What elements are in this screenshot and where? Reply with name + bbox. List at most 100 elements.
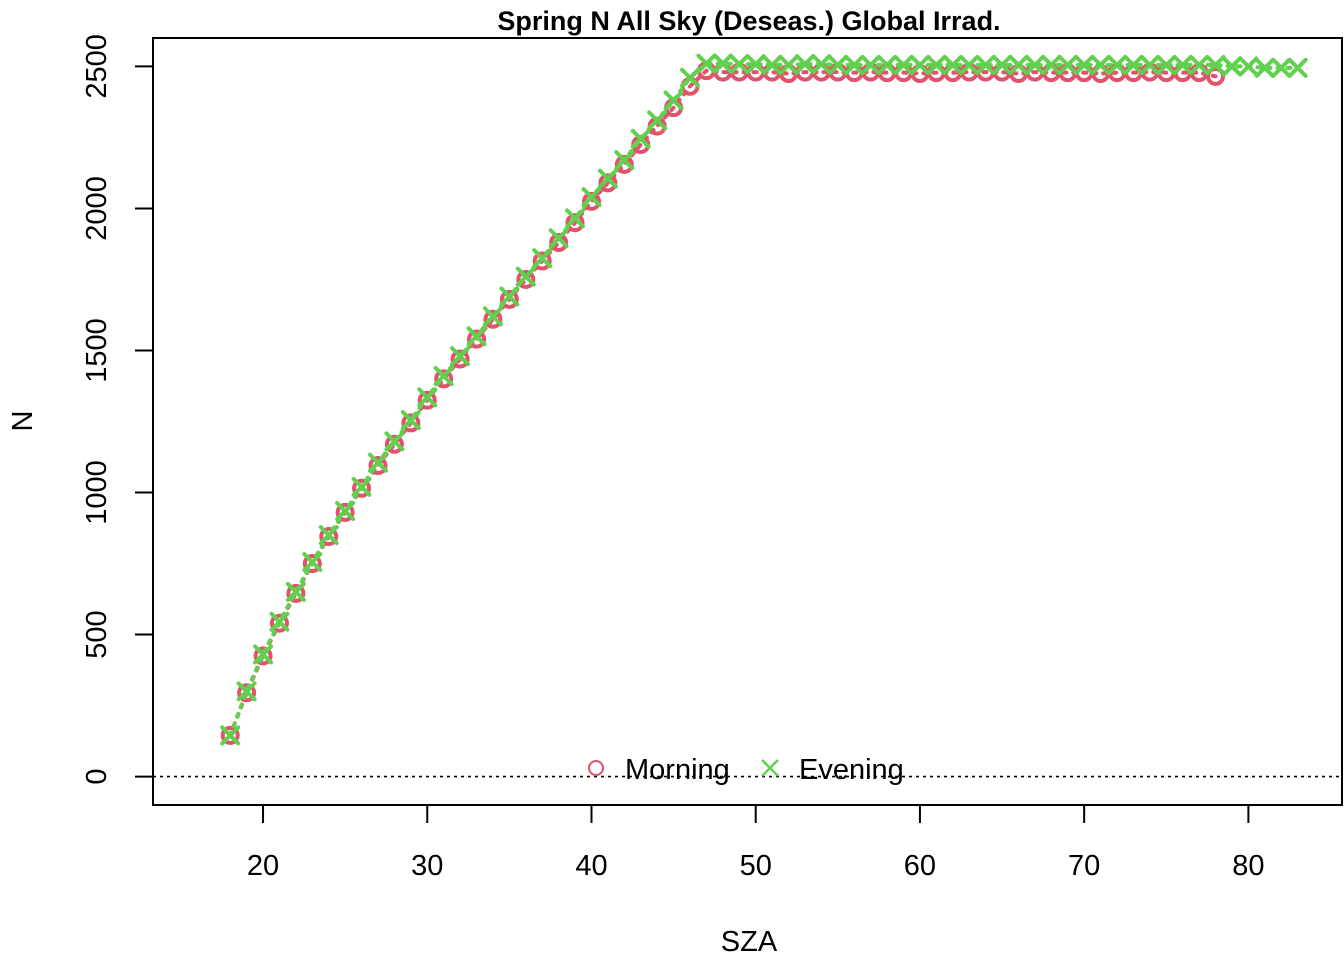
data-point — [1024, 54, 1045, 75]
legend-label-morning: Morning — [625, 754, 730, 786]
data-point — [549, 233, 569, 253]
data-point — [1041, 54, 1062, 75]
data-point — [1074, 54, 1095, 75]
data-point — [401, 413, 421, 433]
data-point — [351, 476, 372, 497]
series-line — [228, 68, 1218, 738]
data-point — [253, 646, 273, 666]
y-tick-label: 1500 — [81, 318, 113, 383]
legend-marker-morning — [588, 760, 604, 776]
chart-title: Spring N All Sky (Deseas.) Global Irrad. — [497, 6, 1000, 36]
data-point — [335, 500, 356, 521]
data-point — [335, 502, 355, 522]
data-point — [696, 53, 717, 74]
data-point — [614, 150, 635, 171]
x-tick-label: 20 — [247, 850, 279, 882]
y-tick-label: 0 — [81, 769, 113, 785]
data-point — [450, 346, 471, 367]
data-point — [1238, 56, 1259, 77]
data-point — [237, 683, 257, 703]
series-evening — [220, 53, 1308, 746]
data-point — [400, 410, 421, 431]
data-point — [302, 552, 323, 573]
data-point — [483, 309, 503, 329]
data-point — [499, 286, 520, 307]
data-point — [565, 208, 586, 229]
series-line — [228, 61, 1300, 738]
data-point — [269, 613, 289, 633]
data-point — [269, 611, 290, 632]
data-point — [450, 349, 470, 369]
data-point — [434, 369, 454, 389]
data-point — [794, 54, 815, 75]
data-point — [581, 191, 601, 211]
data-point — [992, 54, 1013, 75]
data-point — [1206, 66, 1226, 86]
data-point — [466, 326, 487, 347]
y-tick-label: 2000 — [81, 176, 113, 241]
data-point — [515, 266, 536, 287]
data-point — [1271, 57, 1292, 78]
x-axis: 20 30 40 50 60 70 80 — [247, 804, 1265, 882]
data-point — [236, 681, 257, 702]
data-point — [811, 54, 832, 75]
y-tick-label: 500 — [81, 610, 113, 658]
data-point — [877, 54, 898, 75]
data-point — [253, 644, 274, 665]
data-point — [352, 478, 372, 498]
data-point — [417, 387, 438, 408]
data-point — [318, 525, 339, 546]
data-point — [286, 583, 306, 603]
plot-frame — [152, 37, 1343, 806]
data-point — [1189, 54, 1210, 75]
data-point — [516, 269, 536, 289]
series-morning — [220, 61, 1226, 745]
x-tick-label: 70 — [1068, 850, 1100, 882]
legend-marker-evening — [761, 759, 779, 777]
data-point — [367, 452, 388, 473]
data-point — [1139, 54, 1160, 75]
data-point — [368, 456, 388, 476]
data-point — [1107, 54, 1128, 75]
data-point — [647, 110, 668, 131]
data-point — [1172, 54, 1193, 75]
data-point — [1057, 54, 1078, 75]
data-point — [581, 187, 602, 208]
plot-series — [220, 53, 1308, 746]
data-point — [762, 54, 783, 75]
data-point — [663, 90, 684, 111]
y-axis-label: N — [7, 411, 39, 432]
y-tick-label: 1000 — [81, 460, 113, 525]
data-point — [860, 54, 881, 75]
y-axis: 0 500 1000 1500 2000 2500 — [81, 34, 154, 785]
data-point — [417, 390, 437, 410]
data-point — [959, 54, 980, 75]
data-point — [712, 53, 733, 74]
x-tick-label: 80 — [1232, 850, 1264, 882]
data-point — [630, 128, 651, 149]
legend-label-evening: Evening — [799, 754, 904, 786]
x-tick-label: 40 — [575, 850, 607, 882]
data-point — [302, 554, 322, 574]
data-point — [1090, 54, 1111, 75]
data-point — [384, 434, 404, 454]
x-tick-label: 50 — [740, 850, 772, 882]
data-point — [975, 54, 996, 75]
data-point — [598, 173, 618, 193]
data-point — [827, 54, 848, 75]
data-point — [220, 725, 240, 745]
data-point — [778, 54, 799, 75]
data-point — [532, 248, 553, 269]
data-point — [1205, 54, 1226, 75]
data-point — [285, 581, 306, 602]
data-point — [1123, 54, 1144, 75]
legend: Morning Evening — [588, 754, 904, 786]
data-point — [1254, 57, 1275, 78]
data-point — [499, 289, 519, 309]
data-point — [909, 54, 930, 75]
data-point — [745, 54, 766, 75]
data-point — [384, 431, 405, 452]
data-point — [893, 54, 914, 75]
data-point — [467, 329, 487, 349]
